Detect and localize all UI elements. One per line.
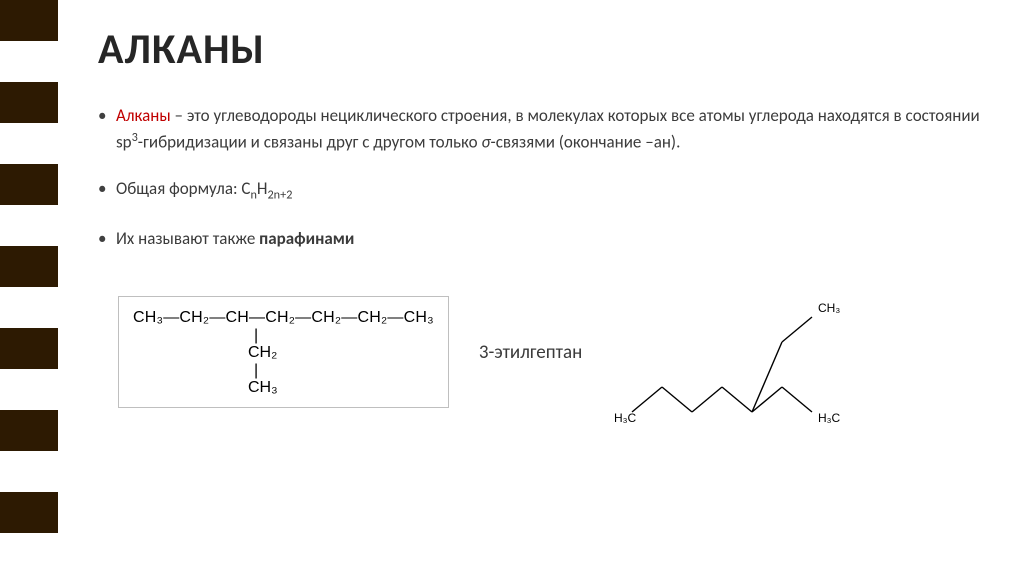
stripe-segment-dark	[0, 246, 58, 287]
stripe-segment-light	[0, 287, 58, 328]
structural-formula-box: CH₃—CH₂—CH—CH₂—CH₂—CH₂—CH₃ | CH₂ | CH₃	[118, 296, 449, 408]
paraffin-bold: парафинами	[259, 228, 354, 249]
struct-ch2: CH₂	[248, 344, 434, 362]
formula-label: Общая формула:	[116, 178, 241, 199]
content-area: АЛКАНЫ Алканы – это углеводороды нецикли…	[58, 0, 1024, 574]
struct-bond-1: |	[254, 327, 434, 345]
formula-2n2: 2n+2	[267, 188, 292, 203]
bullet-list: Алканы – это углеводороды нециклического…	[98, 103, 984, 252]
bullet-formula: Общая формула: CnH2n+2	[98, 176, 984, 205]
slide: АЛКАНЫ Алканы – это углеводороды нецикли…	[0, 0, 1024, 574]
stripe-segment-dark	[0, 82, 58, 123]
stripe-segment-light	[0, 369, 58, 410]
def-text-c: -связями (окончание –ан).	[490, 132, 680, 153]
slide-title: АЛКАНЫ	[98, 24, 984, 75]
struct-main-chain: CH₃—CH₂—CH—CH₂—CH₂—CH₂—CH₃	[133, 309, 434, 327]
bullet-definition: Алканы – это углеводороды нециклического…	[98, 103, 984, 156]
skeletal-svg: H₃C H₃C CH₃	[612, 272, 872, 432]
side-stripe	[0, 0, 58, 574]
svg-text:H₃C: H₃C	[818, 411, 841, 425]
skeletal-formula: H₃C H₃C CH₃	[612, 272, 872, 432]
svg-text:H₃C: H₃C	[614, 411, 637, 425]
stripe-segment-light	[0, 451, 58, 492]
struct-branch: | CH₂ | CH₃	[248, 327, 434, 397]
paraffin-text-a: Их называют также	[116, 228, 259, 249]
term-alkany: Алканы	[116, 105, 171, 126]
diagram-row: CH₃—CH₂—CH—CH₂—CH₂—CH₂—CH₃ | CH₂ | CH₃ 3…	[118, 272, 984, 432]
formula-h: H	[257, 178, 268, 199]
bullet-paraffins: Их называют также парафинами	[98, 226, 984, 252]
stripe-segment-dark	[0, 492, 58, 533]
struct-ch3: CH₃	[248, 379, 434, 397]
compound-name: 3-этилгептан	[479, 341, 582, 364]
stripe-segment-dark	[0, 328, 58, 369]
stripe-segment-light	[0, 533, 58, 574]
stripe-segment-light	[0, 123, 58, 164]
def-text-b: -гибридизации и связаны друг с другом то…	[138, 132, 482, 153]
stripe-segment-light	[0, 41, 58, 82]
stripe-segment-dark	[0, 0, 58, 41]
stripe-segment-dark	[0, 164, 58, 205]
struct-bond-2: |	[254, 362, 434, 380]
stripe-segment-dark	[0, 410, 58, 451]
svg-text:CH₃: CH₃	[818, 301, 840, 315]
stripe-segment-light	[0, 205, 58, 246]
